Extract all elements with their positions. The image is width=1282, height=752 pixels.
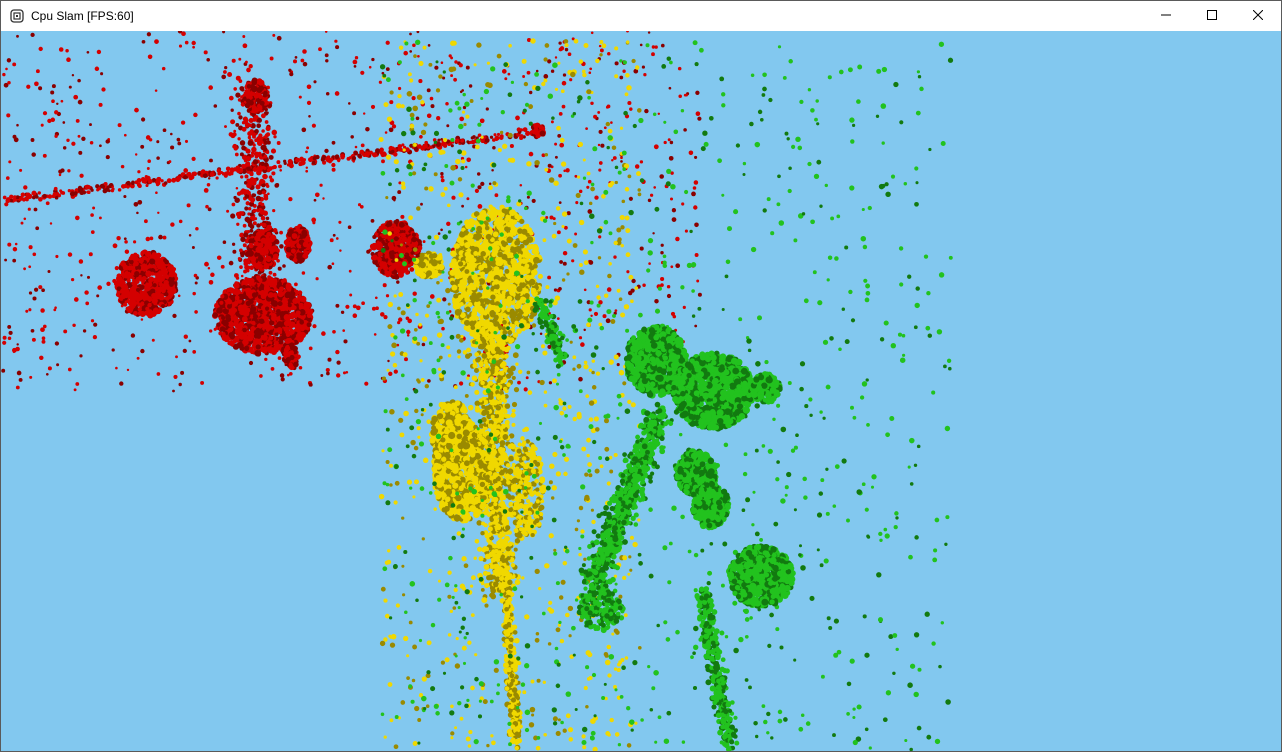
maximize-icon [1207, 7, 1217, 25]
green-point-cloud [379, 39, 954, 751]
close-icon [1252, 7, 1264, 25]
minimize-button[interactable] [1143, 1, 1189, 31]
window-title: Cpu Slam [FPS:60] [31, 9, 134, 23]
title-bar[interactable]: Cpu Slam [FPS:60] [1, 1, 1281, 31]
point-cloud-canvas [1, 31, 954, 751]
minimize-icon [1161, 7, 1171, 25]
red-point-cloud [1, 31, 702, 393]
maximize-button[interactable] [1189, 1, 1235, 31]
caption-buttons [1143, 1, 1281, 31]
close-button[interactable] [1235, 1, 1281, 31]
render-viewport[interactable] [1, 31, 1281, 751]
app-window-icon [9, 8, 25, 24]
